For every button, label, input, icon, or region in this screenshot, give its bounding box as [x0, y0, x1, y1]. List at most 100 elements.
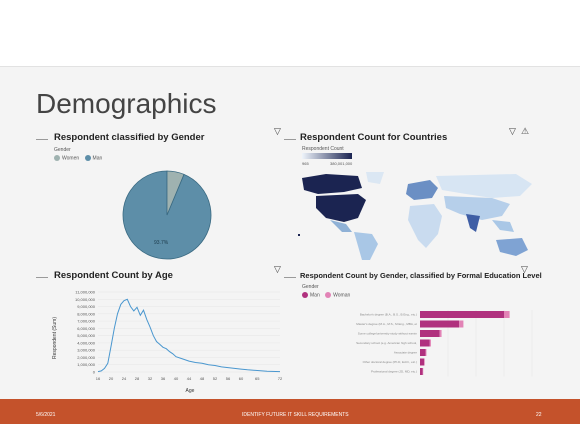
gender-legend: Women Man — [54, 155, 102, 161]
legend-label-man: Man — [92, 155, 103, 162]
education-bar-man[interactable] — [420, 311, 504, 318]
gender-legend-title: Gender — [54, 147, 71, 153]
legend-label-woman: Woman — [333, 292, 351, 299]
warning-icon[interactable]: ⚠ — [521, 126, 530, 136]
map-region-africa[interactable] — [408, 204, 442, 248]
age-y-tick-label: 4,000,000 — [77, 340, 96, 345]
slide-footer — [0, 399, 580, 424]
education-category-labels: Bachelor's degree (B.A., B.S., B.Eng., e… — [356, 313, 417, 374]
age-gridlines — [98, 291, 280, 373]
education-bar-woman[interactable] — [459, 320, 464, 328]
age-x-tick-label: 32 — [148, 376, 153, 381]
age-y-tick-label: 11,000,000 — [75, 290, 95, 295]
education-bar-woman[interactable] — [504, 311, 510, 318]
education-bar-man[interactable] — [420, 320, 460, 328]
age-x-tick-label: 24 — [122, 376, 127, 381]
education-bar-woman[interactable] — [429, 339, 431, 347]
legend-swatch-man — [84, 155, 91, 161]
age-y-tick-label: 6,000,000 — [77, 326, 96, 331]
education-category-label: Other doctoral degree (Ph.D, Ed.D., etc.… — [363, 360, 417, 364]
map-region-asia[interactable] — [444, 196, 510, 220]
age-y-tick-label: 9,000,000 — [77, 304, 96, 309]
education-category-label: Bachelor's degree (B.A., B.S., B.Eng., e… — [360, 313, 417, 317]
age-x-tick-label: 60 — [239, 376, 244, 381]
pie-slice-women[interactable] — [166, 170, 185, 216]
age-x-tick-label: 40 — [174, 376, 179, 381]
age-y-axis-label: Respondent (Sum) — [52, 317, 58, 359]
age-x-tick-label: 56 — [226, 376, 231, 381]
education-legend: Man Woman — [302, 292, 350, 298]
panel-divider — [36, 139, 48, 140]
age-y-tick-label: 10,000,000 — [75, 297, 96, 302]
filter-icon[interactable]: ▽ — [274, 126, 281, 136]
map-region-south-america[interactable] — [354, 232, 378, 260]
education-category-label: Master's degree (M.A., M.S., M.Eng., MBA… — [356, 322, 417, 326]
slide-title: Demographics — [36, 88, 217, 119]
education-bar-chart: Bachelor's degree (B.A., B.S., B.Eng., e… — [356, 310, 533, 377]
filter-icon[interactable]: ▽ — [509, 126, 516, 136]
education-panel-title: Respondent Count by Gender, classified b… — [300, 271, 542, 280]
education-bar-woman[interactable] — [424, 358, 425, 366]
footer-date: 5/6/2021 — [36, 412, 56, 418]
age-x-tick-label: 28 — [135, 376, 140, 381]
map-region-usa[interactable] — [316, 194, 366, 222]
education-bar-man[interactable] — [420, 339, 430, 347]
education-legend-title: Gender — [302, 284, 319, 290]
legend-swatch-man — [302, 292, 308, 298]
legend-swatch-woman — [325, 292, 332, 298]
age-y-tick-label: 5,000,000 — [77, 333, 96, 338]
age-y-tick-label: 2,000,000 — [77, 355, 96, 360]
legend-label-women: Women — [62, 155, 80, 162]
map-region-europe[interactable] — [406, 180, 438, 200]
age-y-tick-label: 1,000,000 — [77, 362, 96, 367]
age-y-tick-label: 3,000,000 — [77, 348, 96, 353]
education-bar-man[interactable] — [420, 368, 423, 375]
education-bar-man[interactable] — [420, 349, 426, 356]
education-bar-woman[interactable] — [425, 349, 427, 356]
countries-legend-min: 965 — [302, 161, 309, 166]
countries-legend-max: 380,001,000 — [330, 161, 353, 166]
slide-top-band — [0, 0, 580, 66]
map-region-india[interactable] — [466, 214, 480, 232]
pie-percent-label: 93.7% — [154, 240, 169, 246]
education-category-label: Secondary school (e.g. American high sch… — [356, 341, 417, 345]
age-y-ticks: 11,000,000 10,000,000 9,000,000 8,000,000 7,… — [75, 290, 96, 375]
age-x-tick-label: 52 — [213, 376, 218, 381]
map-region-hawaii[interactable] — [298, 234, 300, 236]
map-region-mexico[interactable] — [330, 220, 352, 232]
age-x-axis-label: Age — [186, 388, 195, 394]
map-region-southeast-asia[interactable] — [492, 220, 514, 232]
panel-divider — [284, 139, 296, 140]
education-bar-woman[interactable] — [439, 330, 442, 337]
age-series-line[interactable] — [97, 298, 281, 373]
age-line-chart: Respondent (Sum) 11,000,000 10,000,000 9,0… — [52, 290, 283, 395]
gender-panel-title: Respondent classified by Gender — [54, 132, 205, 143]
filter-icon[interactable]: ▽ — [521, 264, 528, 274]
map-region-canada[interactable] — [302, 174, 362, 194]
panel-divider — [36, 277, 48, 278]
legend-label-man: Man — [310, 292, 320, 299]
map-region-greenland[interactable] — [366, 172, 384, 184]
education-gridlines — [447, 310, 533, 377]
age-y-tick-label: 8,000,000 — [77, 311, 96, 316]
panel-divider — [284, 277, 296, 278]
age-x-tick-label: 36 — [161, 376, 166, 381]
education-bar-man[interactable] — [420, 330, 440, 337]
age-y-tick-label: 7,000,000 — [77, 319, 96, 324]
education-category-label: Associate degree — [394, 351, 418, 355]
age-x-tick-label: 16 — [96, 376, 101, 381]
education-bars — [420, 311, 510, 375]
map-region-russia[interactable] — [436, 174, 532, 198]
age-y-tick-label: 0 — [93, 370, 96, 375]
legend-swatch-women — [54, 155, 60, 161]
footer-title: IDENTIFY FUTURE IT SKILL REQUIREMENTS — [242, 412, 349, 418]
age-x-tick-label: 72 — [278, 376, 283, 381]
countries-panel-title: Respondent Count for Countries — [300, 132, 448, 143]
world-map — [296, 170, 536, 262]
education-bar-man[interactable] — [420, 358, 425, 366]
countries-legend-title: Respondent Count — [302, 146, 344, 152]
age-x-ticks: 16 20 24 28 32 36 40 44 48 52 56 60 65 72 — [96, 376, 283, 381]
map-region-australia[interactable] — [496, 238, 528, 256]
slide-top-divider — [0, 66, 580, 67]
filter-icon[interactable]: ▽ — [274, 264, 281, 274]
